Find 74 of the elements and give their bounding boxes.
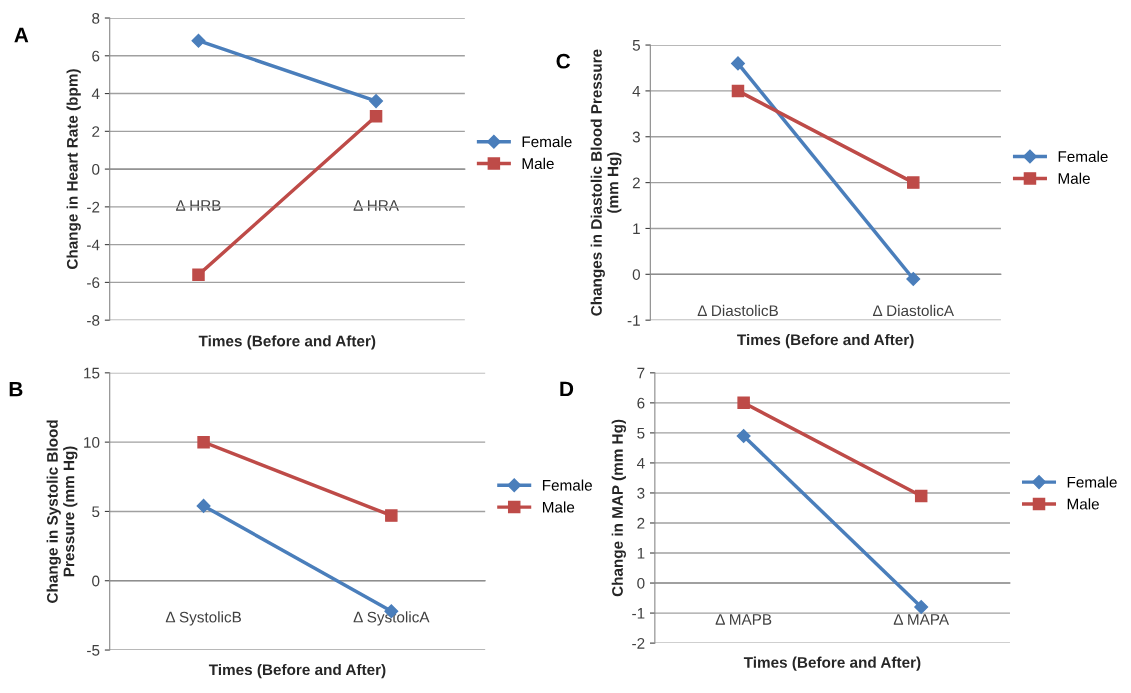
point <box>737 396 750 410</box>
text: D <box>560 381 574 397</box>
x-tick-label: Δ HRB <box>176 200 221 211</box>
y-tick-label: -6 <box>87 277 100 289</box>
y-tick-label: 7 <box>637 367 645 379</box>
y-tick-label: 3 <box>637 487 645 499</box>
text: A <box>14 27 29 43</box>
y-tick-label: -1 <box>627 315 640 326</box>
y-tick-label: 0 <box>92 575 100 587</box>
y-axis-title: Change in Systolic Blood Pressure (mm Hg) <box>46 420 78 603</box>
y-tick-label: 0 <box>632 269 641 280</box>
y-tick-label: 2 <box>637 517 645 529</box>
y-tick-label: 4 <box>636 457 645 469</box>
y-tick-label: 8 <box>92 12 100 24</box>
point <box>197 435 210 449</box>
point <box>731 84 745 98</box>
legend-label: Male <box>542 501 575 513</box>
y-axis-title: Change in Heart Rate (bpm) <box>66 69 81 270</box>
point <box>196 498 211 513</box>
x-tick-label: Δ SystolicA <box>353 611 430 626</box>
text: C <box>556 53 571 69</box>
point <box>907 176 920 189</box>
legend-label: Female <box>522 135 572 148</box>
x-axis-title: Times (Before and After) <box>743 656 921 671</box>
legend-label: Female <box>1058 150 1108 163</box>
x-tick-label: Δ MAPA <box>893 614 950 625</box>
y-axis-title: Changes in Diastolic Blood Pressure (mm Hg) <box>590 49 622 316</box>
y-tick-label: 3 <box>632 131 640 143</box>
point <box>736 428 751 443</box>
y-tick-label: -2 <box>87 201 100 213</box>
point <box>369 109 383 123</box>
y-tick-label: 4 <box>91 88 100 100</box>
y-tick-label: 2 <box>632 177 640 189</box>
y-tick-label: 1 <box>637 548 645 559</box>
point <box>385 509 398 522</box>
y-tick-label: 2 <box>92 126 100 137</box>
y-tick-label: 4 <box>632 85 641 97</box>
y-tick-label: 5 <box>637 427 645 439</box>
point <box>914 600 929 615</box>
legend-label: Male <box>1067 498 1099 510</box>
legend-label: Female <box>542 479 592 491</box>
y-tick-label: 0 <box>92 163 100 175</box>
y-axis-title: Change in MAP (mm Hg) <box>611 419 626 597</box>
y-tick-label: 10 <box>84 437 100 448</box>
legend-label: Male <box>522 157 554 170</box>
y-tick-label: 6 <box>637 397 645 409</box>
y-tick-label: 6 <box>92 50 100 62</box>
x-tick-label: Δ DiastolicB <box>697 304 778 317</box>
x-axis-title: Times (Before and After) <box>208 663 386 679</box>
point <box>369 94 384 109</box>
y-tick-label: -5 <box>87 645 100 656</box>
point <box>191 33 206 48</box>
y-tick-label: 0 <box>637 577 645 589</box>
legend-label: Female <box>1067 476 1117 488</box>
point <box>730 56 745 71</box>
x-tick-label: Δ MAPB <box>715 614 772 625</box>
x-axis-title: Times (Before and After) <box>737 333 914 349</box>
y-tick-label: -8 <box>87 315 100 326</box>
x-tick-label: Δ SystolicB <box>165 611 241 626</box>
text: B <box>9 381 23 397</box>
y-tick-label: -2 <box>632 637 645 649</box>
x-tick-label: Δ HRA <box>353 200 399 211</box>
y-tick-label: -1 <box>632 608 645 619</box>
point <box>192 268 205 282</box>
y-tick-label: 1 <box>633 223 640 234</box>
y-tick-label: -4 <box>87 239 100 251</box>
y-tick-label: 5 <box>92 506 100 518</box>
legend-label: Male <box>1058 172 1090 184</box>
x-axis-title: Times (Before and After) <box>198 335 376 350</box>
point <box>914 489 928 503</box>
x-tick-label: Δ DiastolicA <box>872 304 955 317</box>
y-tick-label: 5 <box>632 40 640 51</box>
point <box>906 271 921 286</box>
y-tick-label: 15 <box>84 367 100 379</box>
